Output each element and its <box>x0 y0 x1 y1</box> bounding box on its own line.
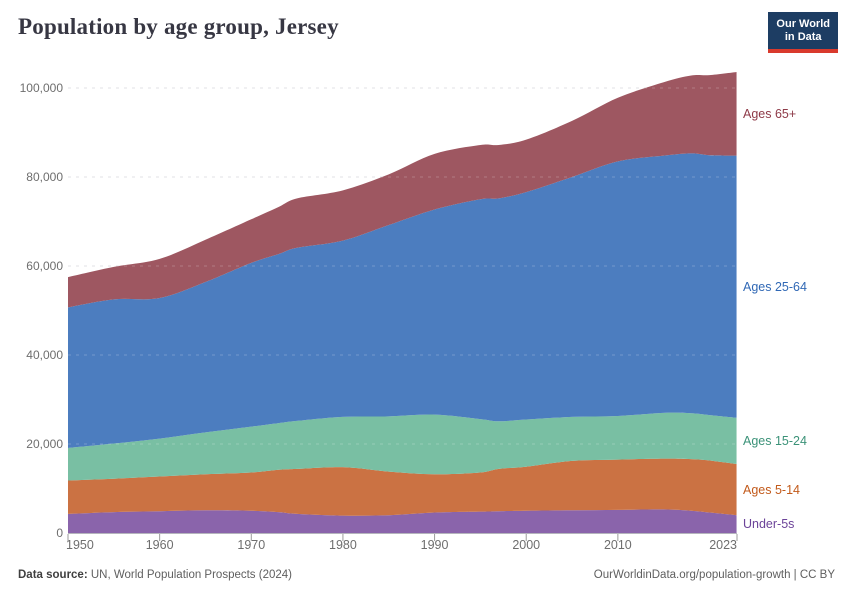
owid-logo-line2: in Data <box>784 31 822 43</box>
area-ages-5-14[interactable] <box>68 458 737 516</box>
area-ages-15-24[interactable] <box>68 412 737 481</box>
y-tick-label: 20,000 <box>26 437 63 451</box>
page-title: Population by age group, Jersey <box>18 14 339 39</box>
y-tick-label: 60,000 <box>26 259 63 273</box>
x-tick-label: 1950 <box>66 538 94 552</box>
legend-label-ages-25-64[interactable]: Ages 25-64 <box>743 279 807 294</box>
credit-link[interactable]: OurWorldinData.org/population-growth | C… <box>593 569 835 581</box>
data-source-text: UN, World Population Prospects (2024) <box>87 569 292 581</box>
legend-label-ages-5-14[interactable]: Ages 5-14 <box>743 482 800 497</box>
x-tick-label: 1990 <box>420 538 449 552</box>
y-tick-label: 40,000 <box>26 348 63 362</box>
area-ages-65-[interactable] <box>68 71 737 308</box>
x-tick-label: 1960 <box>145 538 174 552</box>
area-ages-25-64[interactable] <box>68 153 737 449</box>
x-tick-label: 2010 <box>603 538 632 552</box>
x-tick-label: 2023 <box>709 538 737 552</box>
y-tick-label: 0 <box>56 526 63 540</box>
x-tick-label: 2000 <box>512 538 541 552</box>
x-tick-label: 1980 <box>329 538 357 552</box>
area-under-5s[interactable] <box>68 509 737 533</box>
legend-label-under-5s[interactable]: Under-5s <box>743 517 795 532</box>
x-tick-label: 1970 <box>237 538 266 552</box>
data-source-label: Data source: <box>18 569 88 581</box>
y-tick-label: 100,000 <box>19 81 63 95</box>
y-tick-label: 80,000 <box>26 170 63 184</box>
legend-label-ages-15-24[interactable]: Ages 15-24 <box>743 433 807 448</box>
owid-logo[interactable]: Our World in Data <box>768 12 838 53</box>
legend-label-ages-65-[interactable]: Ages 65+ <box>743 106 797 121</box>
data-source-note: Data source: UN, World Population Prospe… <box>18 569 292 581</box>
owid-logo-line1: Our World <box>776 18 830 30</box>
chart-footer: Data source: UN, World Population Prospe… <box>18 569 835 581</box>
